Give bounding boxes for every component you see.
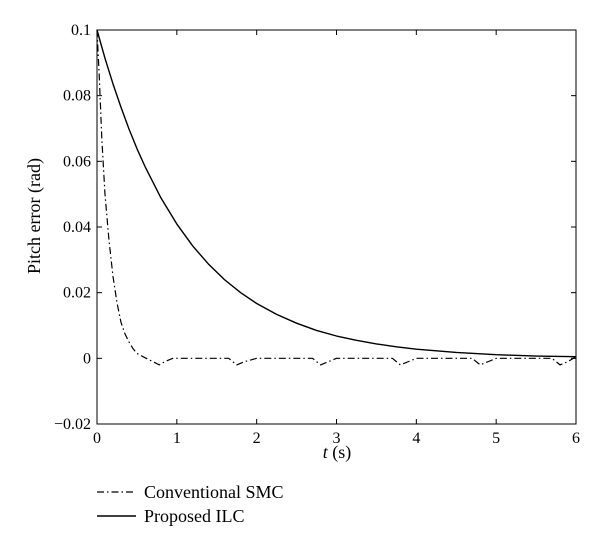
y-axis-label: Pitch error (rad)	[24, 158, 45, 274]
y-tick-label: 0.06	[63, 153, 91, 170]
y-tick-label: −0.02	[54, 416, 91, 433]
y-tick-label: 0.08	[63, 88, 91, 105]
legend-label-proposed-ilc: Proposed ILC	[144, 506, 245, 526]
y-tick-label: 0.1	[71, 22, 91, 39]
x-tick-label: 5	[492, 430, 500, 447]
x-tick-label: 1	[173, 430, 181, 447]
plot-frame	[96, 29, 577, 425]
series-line-conventional-smc	[96, 29, 577, 366]
y-tick-label: 0.02	[63, 285, 91, 302]
x-tick-label: 4	[412, 430, 420, 447]
x-axis-label: t (s)	[323, 442, 352, 463]
series-line-proposed-ilc	[96, 29, 577, 358]
x-axis: 0 1 2 3 4 5 6	[93, 30, 580, 447]
y-tick-label: 0.04	[63, 219, 91, 236]
series-layer	[96, 29, 577, 366]
x-tick-label: 6	[572, 430, 580, 447]
x-tick-label: 2	[253, 430, 261, 447]
legend-label-conventional-smc: Conventional SMC	[144, 482, 284, 502]
x-axis-label-variable: t	[323, 442, 329, 462]
x-axis-label-unit: (s)	[328, 442, 352, 463]
y-tick-label: 0	[83, 350, 91, 367]
x-tick-label: 3	[333, 430, 341, 447]
plot-area	[96, 29, 577, 425]
x-tick-label: 0	[93, 430, 101, 447]
legend: Conventional SMC Proposed ILC	[97, 482, 284, 526]
y-axis: −0.02 0 0.02 0.04 0.06 0.08 0.1	[54, 22, 576, 433]
